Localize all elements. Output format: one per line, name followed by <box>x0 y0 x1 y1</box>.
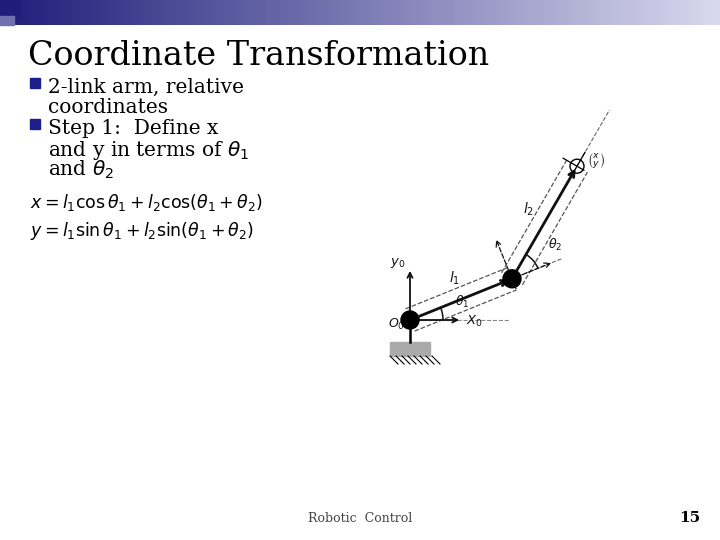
Text: $\theta_1$: $\theta_1$ <box>455 294 469 310</box>
Circle shape <box>503 270 521 288</box>
Text: Coordinate Transformation: Coordinate Transformation <box>28 40 489 72</box>
Text: $X_0$: $X_0$ <box>466 314 483 329</box>
Text: $l_1$: $l_1$ <box>449 269 460 287</box>
Text: 2-link arm, relative: 2-link arm, relative <box>48 78 244 97</box>
Bar <box>390 342 430 356</box>
Bar <box>30 78 40 88</box>
Text: $\theta_2$: $\theta_2$ <box>548 237 562 253</box>
Text: Robotic  Control: Robotic Control <box>308 512 412 525</box>
Text: Step 1:  Define x: Step 1: Define x <box>48 119 218 138</box>
Bar <box>0 0 20 16</box>
Text: $\binom{x}{y}$: $\binom{x}{y}$ <box>587 151 606 171</box>
Text: and y in terms of $\theta_1$: and y in terms of $\theta_1$ <box>48 139 249 162</box>
Text: $y_0$: $y_0$ <box>390 256 405 270</box>
Bar <box>30 119 40 129</box>
Text: coordinates: coordinates <box>48 98 168 117</box>
Text: $l_2$: $l_2$ <box>523 200 534 218</box>
Bar <box>0 16 14 25</box>
Text: 15: 15 <box>679 511 700 525</box>
Text: $x = l_1\cos\theta_1 + l_2\cos(\theta_1 + \theta_2)$: $x = l_1\cos\theta_1 + l_2\cos(\theta_1 … <box>30 192 263 213</box>
Text: $O_0$: $O_0$ <box>388 316 405 332</box>
Circle shape <box>401 311 419 329</box>
Text: $y = l_1\sin\theta_1 + l_2\sin(\theta_1 + \theta_2)$: $y = l_1\sin\theta_1 + l_2\sin(\theta_1 … <box>30 220 254 242</box>
Text: and $\theta_2$: and $\theta_2$ <box>48 159 114 181</box>
